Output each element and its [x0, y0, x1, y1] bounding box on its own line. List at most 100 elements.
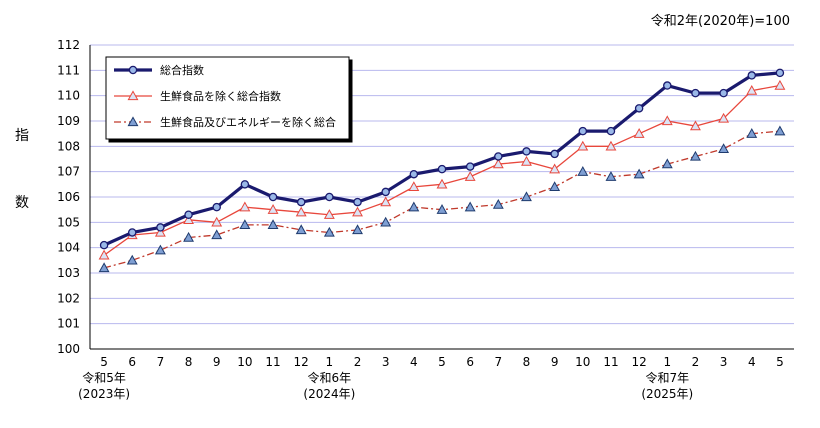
y-tick-label: 106	[57, 190, 80, 204]
data-point-triangle	[577, 140, 589, 151]
data-point-triangle	[127, 90, 139, 101]
data-point-triangle	[464, 201, 476, 212]
data-point-triangle	[408, 201, 420, 212]
axes: 1001011021031041051061071081091101111125…	[15, 38, 794, 401]
era-label-western: (2024年)	[303, 387, 355, 401]
data-point-circle	[240, 180, 250, 189]
data-point-circle	[719, 88, 728, 98]
data-point-triangle	[661, 115, 673, 126]
x-tick-label: 7	[157, 355, 165, 369]
data-point-triangle	[127, 116, 139, 127]
data-point-circle	[268, 192, 278, 202]
data-point-circle	[127, 228, 137, 237]
data-point-circle	[634, 104, 644, 113]
data-point-triangle	[492, 158, 504, 169]
data-point-triangle	[633, 168, 645, 179]
data-point-triangle	[380, 196, 392, 207]
data-point-triangle	[211, 216, 223, 227]
data-point-triangle	[492, 198, 504, 209]
y-tick-label: 101	[57, 317, 80, 331]
data-point-circle	[691, 88, 700, 98]
data-point-circle	[381, 187, 390, 197]
data-point-triangle	[746, 84, 758, 95]
data-point-triangle	[267, 204, 279, 214]
data-point-triangle	[689, 150, 701, 161]
series-layer	[98, 68, 786, 273]
y-tick-label: 105	[57, 215, 80, 229]
x-tick-label: 9	[551, 355, 559, 369]
y-axis-label-char: 数	[15, 195, 29, 211]
x-tick-label: 3	[382, 355, 390, 369]
x-tick-label: 3	[720, 355, 728, 369]
data-point-triangle	[464, 171, 476, 181]
x-tick-label: 5	[776, 355, 784, 369]
x-tick-label: 5	[100, 355, 108, 369]
data-point-triangle	[746, 128, 758, 138]
data-point-triangle	[154, 244, 166, 255]
data-point-triangle	[689, 120, 701, 131]
x-tick-label: 8	[523, 355, 531, 369]
data-point-circle	[184, 210, 193, 219]
x-tick-label: 8	[185, 355, 193, 369]
x-tick-label: 6	[466, 355, 474, 369]
y-tick-label: 109	[57, 114, 80, 128]
data-point-triangle	[718, 112, 730, 123]
legend-label: 生鮮食品及びエネルギーを除く総合	[160, 115, 336, 129]
data-point-circle	[99, 240, 109, 250]
data-point-circle	[494, 152, 503, 161]
data-point-triangle	[239, 201, 251, 212]
data-point-circle	[437, 164, 447, 174]
era-label-western: (2023年)	[78, 387, 130, 401]
data-point-triangle	[633, 128, 645, 138]
data-point-circle	[522, 147, 531, 156]
data-point-triangle	[577, 166, 589, 176]
data-point-circle	[775, 68, 785, 78]
data-point-triangle	[295, 206, 307, 217]
y-tick-label: 108	[57, 139, 80, 153]
data-point-triangle	[549, 181, 561, 192]
data-point-triangle	[183, 231, 195, 242]
legend-label: 総合指数	[160, 63, 204, 77]
data-point-triangle	[98, 249, 110, 260]
y-tick-label: 111	[57, 63, 80, 77]
x-tick-label: 1	[326, 355, 334, 369]
y-tick-label: 102	[57, 291, 80, 305]
data-point-circle	[409, 169, 419, 179]
data-point-circle	[296, 197, 306, 207]
x-tick-label: 10	[237, 355, 252, 369]
base-note: 令和2年(2020年)=100	[650, 14, 790, 29]
data-point-circle	[578, 126, 588, 136]
data-point-triangle	[521, 191, 532, 202]
data-point-triangle	[718, 143, 730, 154]
data-point-triangle	[605, 171, 617, 181]
x-tick-label: 11	[265, 355, 280, 369]
data-point-circle	[606, 126, 616, 136]
era-label-year: 令和5年	[82, 370, 126, 385]
data-point-triangle	[183, 214, 195, 224]
data-point-circle	[465, 162, 475, 171]
data-point-triangle	[408, 181, 420, 192]
era-label-western: (2025年)	[641, 387, 693, 401]
x-tick-label: 6	[128, 355, 136, 369]
data-point-circle	[325, 192, 334, 202]
era-label-year: 令和6年	[308, 370, 352, 385]
x-tick-label: 10	[575, 355, 590, 369]
data-point-circle	[156, 223, 165, 232]
data-point-triangle	[211, 229, 223, 240]
y-axis-label-char: 指	[15, 128, 29, 144]
x-tick-label: 12	[294, 355, 309, 369]
data-point-triangle	[98, 262, 110, 273]
data-point-circle	[353, 197, 362, 207]
y-tick-label: 104	[57, 241, 80, 255]
data-point-triangle	[126, 254, 138, 265]
data-point-triangle	[774, 79, 786, 90]
x-tick-label: 4	[410, 355, 418, 369]
data-point-triangle	[352, 224, 363, 235]
data-point-triangle	[154, 226, 166, 237]
x-tick-label: 2	[692, 355, 700, 369]
data-point-triangle	[436, 178, 448, 189]
data-point-triangle	[323, 209, 335, 219]
x-tick-label: 2	[354, 355, 362, 369]
